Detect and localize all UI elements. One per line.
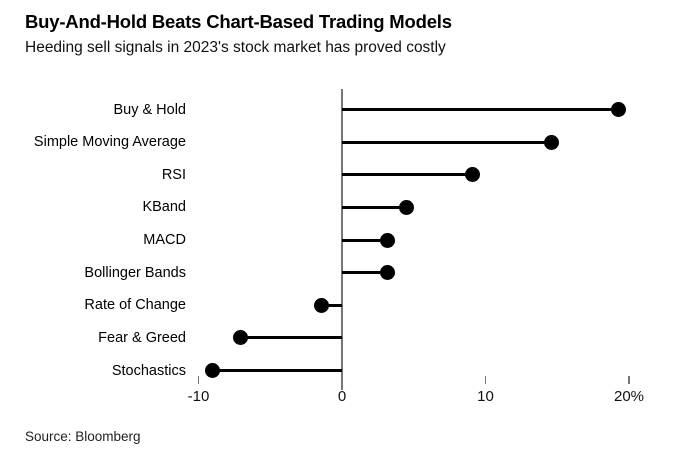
x-axis-tick — [628, 376, 630, 384]
chart-subtitle: Heeding sell signals in 2023's stock mar… — [25, 39, 446, 56]
x-axis-tick-label: 0 — [337, 388, 347, 405]
lollipop-stem — [342, 271, 388, 275]
category-label: Fear & Greed — [98, 329, 186, 346]
lollipop-dot — [544, 134, 559, 150]
lollipop-dot — [611, 102, 627, 117]
lollipop-dot — [314, 297, 330, 313]
lollipop-stem — [212, 369, 342, 373]
lollipop-stem — [342, 108, 619, 111]
lollipop-dot — [380, 265, 396, 281]
lollipop-stem — [342, 238, 388, 242]
category-label: Bollinger Bands — [84, 264, 186, 281]
lollipop-stem — [240, 336, 342, 340]
lollipop-dot — [465, 167, 481, 183]
category-label: MACD — [143, 232, 186, 249]
x-axis-tick — [197, 376, 200, 384]
lollipop-stem — [342, 140, 552, 144]
lollipop-dot — [399, 199, 415, 215]
x-axis-tick — [484, 376, 487, 384]
x-axis-tick-label: -10 — [187, 388, 210, 405]
category-label: Stochastics — [111, 362, 186, 379]
lollipop-stem — [342, 205, 407, 209]
x-axis-tick-label: 20% — [613, 388, 645, 405]
category-label: Simple Moving Average — [33, 134, 186, 151]
x-axis-tick-label: 10 — [477, 388, 494, 405]
lollipop-dot — [205, 363, 221, 379]
lollipop-stem — [321, 303, 342, 307]
category-label: RSI — [161, 166, 186, 183]
source-note: Source: Bloomberg — [25, 429, 141, 444]
category-label: KBand — [142, 199, 186, 216]
category-label: Rate of Change — [84, 297, 186, 314]
chart-title: Buy-And-Hold Beats Chart-Based Trading M… — [25, 11, 452, 32]
lollipop-dot — [380, 232, 396, 248]
category-label: Buy & Hold — [113, 101, 186, 118]
lollipop-dot — [232, 330, 248, 346]
lollipop-stem — [342, 173, 473, 177]
